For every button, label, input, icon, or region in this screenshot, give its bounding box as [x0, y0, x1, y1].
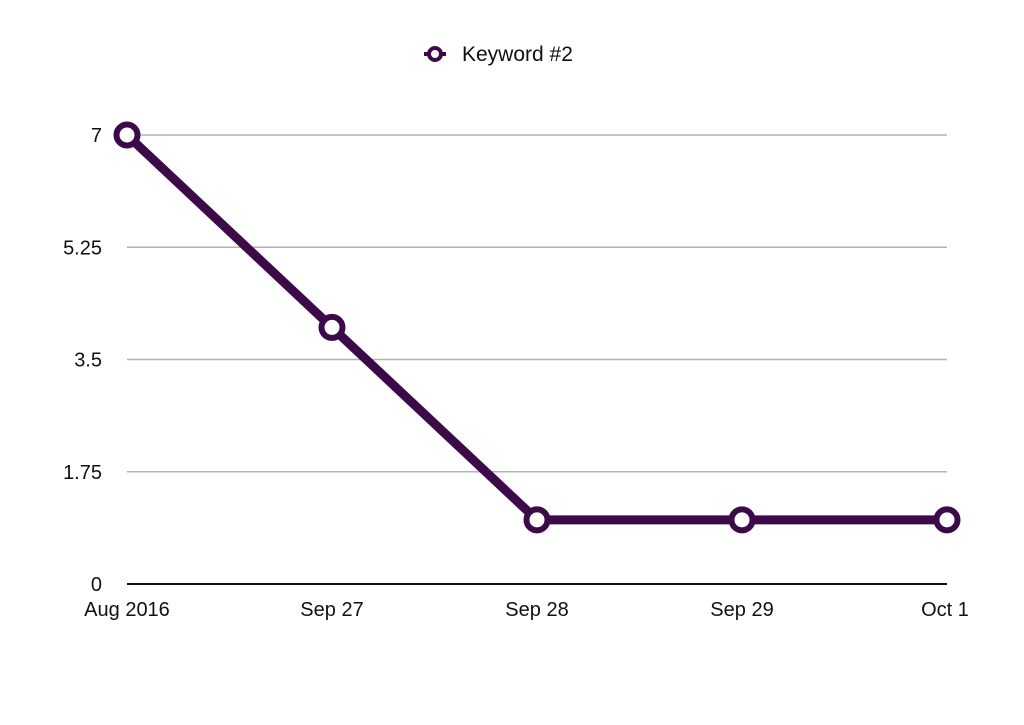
- data-point: [728, 506, 756, 534]
- data-point: [523, 506, 551, 534]
- data-point: [933, 506, 961, 534]
- legend-label: Keyword #2: [462, 43, 573, 66]
- x-axis-ticks: Aug 2016 Sep 27 Sep 28 Sep 29 Oct 1: [84, 599, 969, 621]
- y-tick-label: 3.5: [74, 350, 102, 372]
- x-tick-label: Sep 29: [710, 599, 773, 621]
- data-point: [113, 121, 141, 149]
- gridlines: [127, 134, 947, 473]
- legend-marker-icon: [427, 46, 443, 62]
- series-line: [122, 130, 952, 525]
- data-point: [318, 313, 346, 341]
- y-tick-label: 7: [91, 125, 102, 147]
- y-tick-label: 5.25: [63, 237, 102, 259]
- y-axis-ticks: 0 1.75 3.5 5.25 7: [63, 125, 102, 596]
- legend: Keyword #2: [424, 43, 573, 66]
- series-layer: [113, 121, 961, 534]
- y-tick-label: 0: [91, 574, 102, 596]
- y-tick-label: 1.75: [63, 462, 102, 484]
- x-tick-label: Sep 27: [300, 599, 363, 621]
- x-tick-label: Oct 1: [921, 599, 969, 621]
- x-tick-label: Aug 2016: [84, 599, 170, 621]
- x-tick-label: Sep 28: [505, 599, 568, 621]
